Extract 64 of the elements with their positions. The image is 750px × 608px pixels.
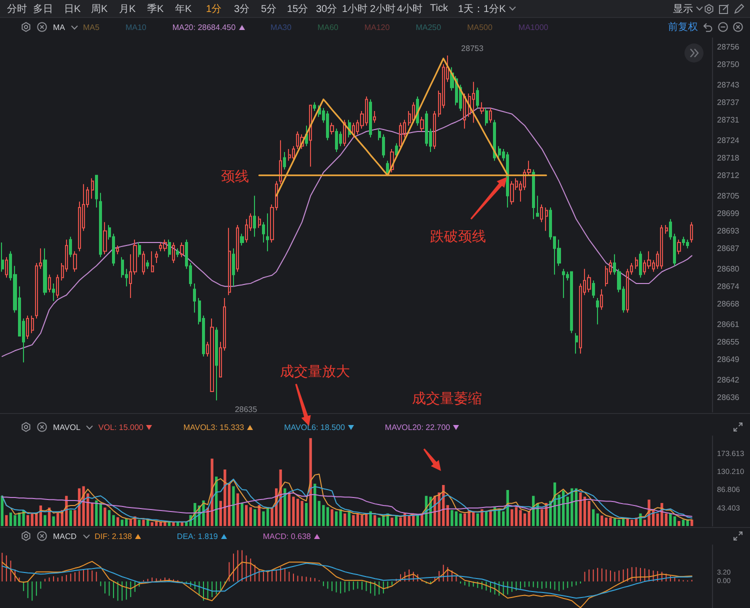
legend-label: MAVOL20: 22.700	[384, 422, 450, 432]
y-tick-label: 28655	[717, 337, 740, 346]
y-tick-label: 28743	[717, 80, 740, 90]
y-tick-label: 28724	[717, 136, 740, 145]
y-tick-label: 28674	[717, 282, 740, 291]
text: MA5	[83, 22, 100, 32]
text: MA120	[364, 22, 390, 32]
text: MA10	[125, 22, 146, 32]
text: 季K	[147, 2, 164, 16]
text: MA500	[467, 22, 492, 32]
annotation: 28635	[234, 404, 258, 414]
legend-title: MACD	[53, 532, 77, 540]
legend-label: DEA: 1.819	[176, 532, 218, 540]
text: 前复权	[668, 20, 698, 34]
text: 15分	[287, 2, 308, 16]
y-tick-label: 28693	[717, 226, 740, 236]
annotation: 28753	[461, 44, 484, 54]
annotation: 跌破颈线	[430, 228, 486, 244]
text: 月K	[119, 2, 136, 16]
y-tick-label: 28649	[717, 354, 740, 364]
text: 分时	[7, 2, 27, 16]
text: 周K	[91, 2, 108, 16]
y-tick-label: 28756	[717, 42, 740, 52]
text: 1小时	[342, 2, 368, 16]
annotation: 颈线	[221, 168, 249, 184]
annotation: 成交量萎缩	[412, 390, 482, 406]
y-tick-label: 28668	[717, 299, 740, 308]
y-tick-label: 28712	[717, 170, 740, 180]
text: 年K	[175, 2, 192, 16]
y-tick-label: 28737	[717, 98, 740, 107]
legend-label: MAVOL6: 18.500	[284, 422, 345, 432]
text: 4小时	[397, 2, 423, 16]
text: Tick	[430, 3, 448, 14]
y-tick-label: 28636	[717, 392, 740, 402]
text: MACD: 0.638	[262, 532, 311, 540]
text: 30分	[316, 2, 338, 16]
legend-title: MA	[53, 22, 65, 32]
y-tick-label: 28680	[717, 264, 740, 274]
legend-label: DIF: 2.138	[94, 532, 132, 540]
y-tick-label: 28705	[717, 191, 740, 200]
y-tick-label: 28661	[717, 320, 740, 329]
y-tick-label: 28731	[717, 115, 740, 124]
text: 显示	[673, 2, 693, 16]
y-tick-label: 28642	[717, 375, 740, 384]
text: 日K	[64, 2, 81, 16]
text: MA250	[416, 22, 442, 32]
legend-label: VOL: 15.000	[98, 422, 144, 432]
legend-label: MA20: 28684.450	[172, 22, 236, 32]
y-tick-label: 28750	[717, 60, 740, 69]
y-tick-label: 28687	[717, 244, 740, 253]
text: 5分	[261, 2, 277, 16]
text: 2小时	[370, 2, 396, 16]
text: 1分	[206, 2, 222, 16]
annotation: 成交量放大	[280, 363, 350, 379]
text: 1天：1分K	[458, 2, 506, 16]
text: 多日	[33, 2, 53, 16]
y-tick-label: 28699	[717, 208, 740, 218]
text: MA1000	[518, 22, 548, 32]
text: MA30	[270, 22, 292, 32]
legend-title: MAVOL	[53, 422, 80, 432]
y-tick-label: 28718	[717, 153, 740, 162]
text: 3分	[234, 2, 250, 16]
text: MA60	[317, 22, 338, 32]
legend-label: MAVOL3: 15.333	[183, 422, 244, 432]
